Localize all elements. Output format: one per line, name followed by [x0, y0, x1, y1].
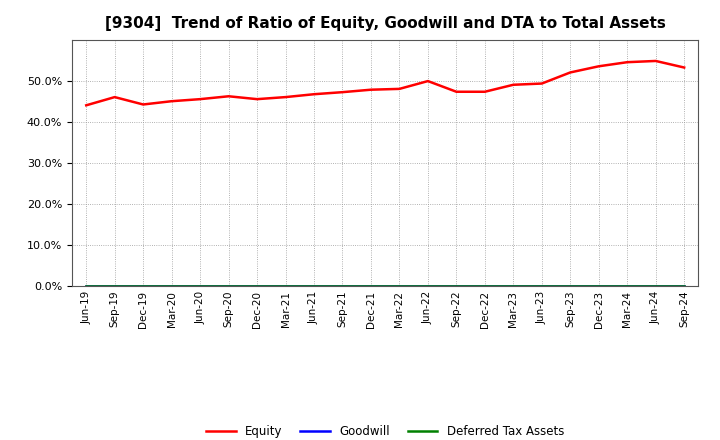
Deferred Tax Assets	[652, 283, 660, 289]
Goodwill	[595, 283, 603, 289]
Equity	[509, 82, 518, 88]
Equity	[423, 78, 432, 84]
Deferred Tax Assets	[509, 283, 518, 289]
Deferred Tax Assets	[225, 283, 233, 289]
Equity	[139, 102, 148, 107]
Equity	[395, 86, 404, 92]
Equity	[225, 94, 233, 99]
Equity	[282, 95, 290, 100]
Line: Equity: Equity	[86, 61, 684, 105]
Goodwill	[310, 283, 318, 289]
Deferred Tax Assets	[282, 283, 290, 289]
Equity	[652, 59, 660, 64]
Equity	[196, 96, 204, 102]
Deferred Tax Assets	[110, 283, 119, 289]
Goodwill	[225, 283, 233, 289]
Goodwill	[196, 283, 204, 289]
Deferred Tax Assets	[139, 283, 148, 289]
Equity	[595, 64, 603, 69]
Deferred Tax Assets	[566, 283, 575, 289]
Equity	[82, 103, 91, 108]
Deferred Tax Assets	[595, 283, 603, 289]
Deferred Tax Assets	[167, 283, 176, 289]
Deferred Tax Assets	[537, 283, 546, 289]
Goodwill	[395, 283, 404, 289]
Title: [9304]  Trend of Ratio of Equity, Goodwill and DTA to Total Assets: [9304] Trend of Ratio of Equity, Goodwil…	[105, 16, 665, 32]
Goodwill	[253, 283, 261, 289]
Deferred Tax Assets	[253, 283, 261, 289]
Goodwill	[537, 283, 546, 289]
Goodwill	[452, 283, 461, 289]
Equity	[310, 92, 318, 97]
Deferred Tax Assets	[452, 283, 461, 289]
Goodwill	[652, 283, 660, 289]
Deferred Tax Assets	[395, 283, 404, 289]
Deferred Tax Assets	[423, 283, 432, 289]
Goodwill	[110, 283, 119, 289]
Goodwill	[566, 283, 575, 289]
Goodwill	[139, 283, 148, 289]
Deferred Tax Assets	[366, 283, 375, 289]
Deferred Tax Assets	[338, 283, 347, 289]
Equity	[167, 99, 176, 104]
Goodwill	[338, 283, 347, 289]
Deferred Tax Assets	[310, 283, 318, 289]
Goodwill	[282, 283, 290, 289]
Goodwill	[623, 283, 631, 289]
Goodwill	[366, 283, 375, 289]
Equity	[452, 89, 461, 95]
Equity	[338, 89, 347, 95]
Equity	[537, 81, 546, 86]
Deferred Tax Assets	[196, 283, 204, 289]
Goodwill	[509, 283, 518, 289]
Equity	[480, 89, 489, 95]
Goodwill	[82, 283, 91, 289]
Goodwill	[480, 283, 489, 289]
Deferred Tax Assets	[623, 283, 631, 289]
Goodwill	[423, 283, 432, 289]
Equity	[623, 59, 631, 65]
Equity	[366, 87, 375, 92]
Deferred Tax Assets	[680, 283, 688, 289]
Equity	[566, 70, 575, 75]
Deferred Tax Assets	[82, 283, 91, 289]
Equity	[253, 96, 261, 102]
Deferred Tax Assets	[480, 283, 489, 289]
Legend: Equity, Goodwill, Deferred Tax Assets: Equity, Goodwill, Deferred Tax Assets	[202, 420, 569, 440]
Equity	[680, 65, 688, 70]
Goodwill	[167, 283, 176, 289]
Equity	[110, 95, 119, 100]
Goodwill	[680, 283, 688, 289]
